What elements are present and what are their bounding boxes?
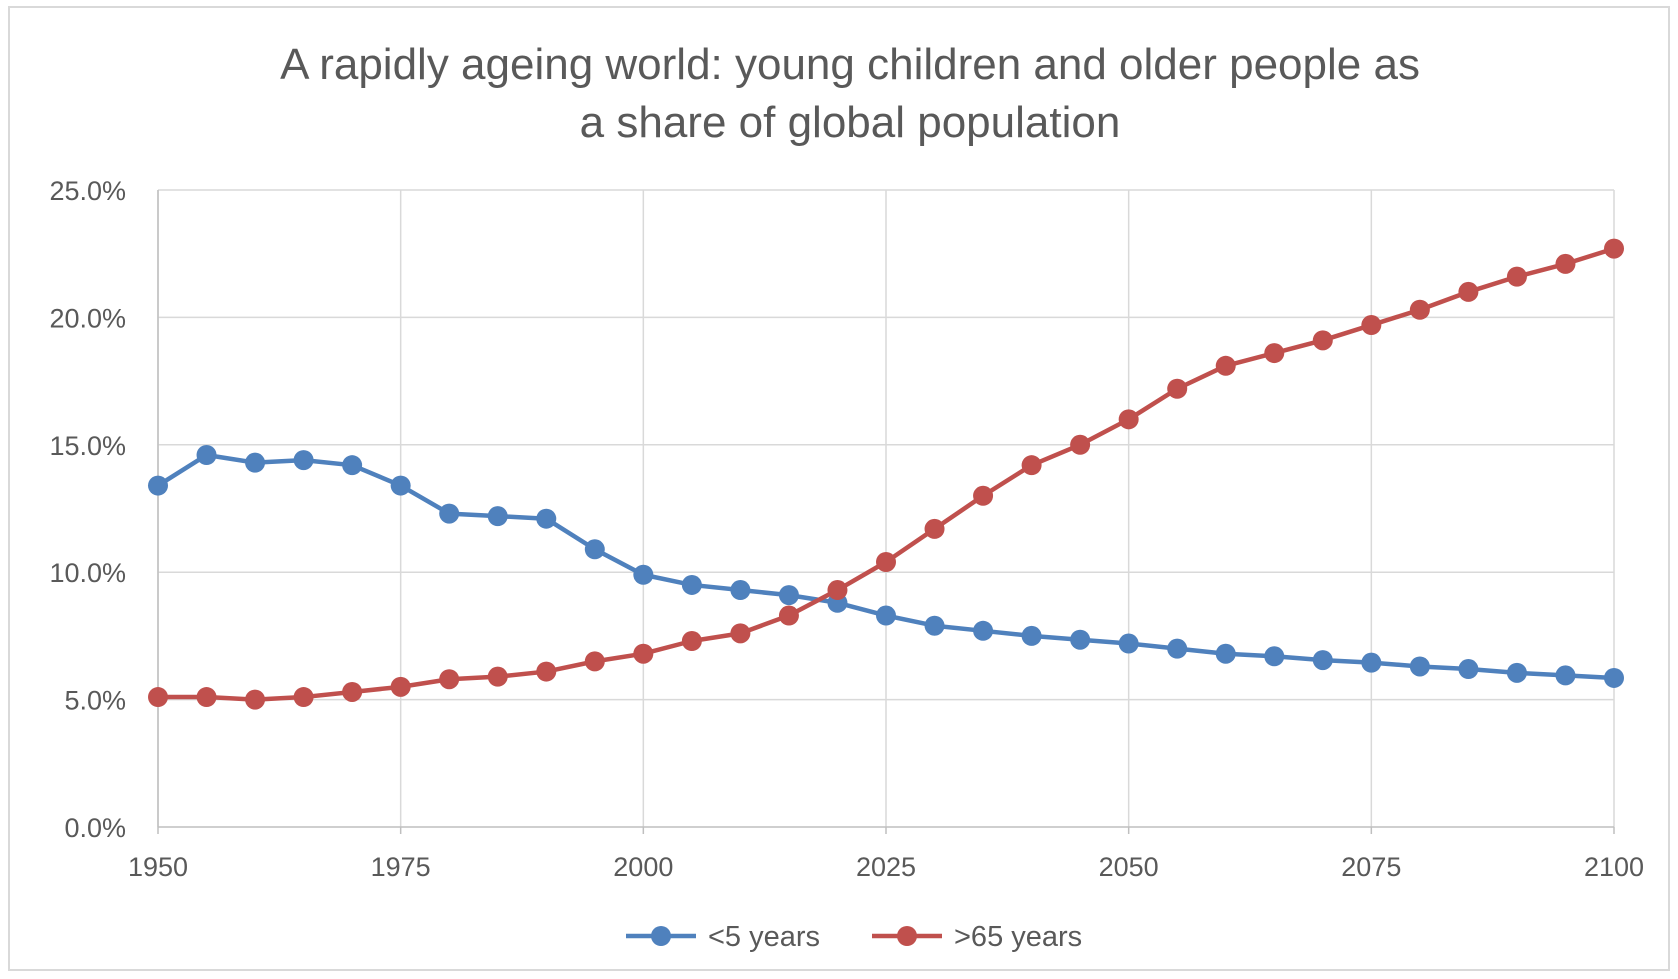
legend-label: >65 years <box>954 921 1082 953</box>
data-point-under-5 <box>924 615 945 636</box>
data-point-over-65 <box>1215 355 1236 376</box>
data-point-over-65 <box>876 552 896 573</box>
data-point-over-65 <box>536 661 557 682</box>
chart-title-line-1: A rapidly ageing world: young children a… <box>280 40 1420 89</box>
data-point-under-5 <box>1021 625 1042 646</box>
legend-swatch-marker <box>651 926 671 946</box>
data-point-over-65 <box>487 666 508 687</box>
data-point-under-5 <box>1604 667 1624 688</box>
data-point-over-65 <box>245 689 266 710</box>
x-tick-label: 2100 <box>1584 852 1644 882</box>
data-point-under-5 <box>148 475 168 496</box>
data-point-over-65 <box>293 687 314 708</box>
data-point-over-65 <box>1604 238 1624 259</box>
x-axis-tick-labels: 1950 1975 2000 2025 2050 2075 2100 <box>128 852 1644 882</box>
x-tick-label: 2025 <box>856 852 916 882</box>
data-point-over-65 <box>196 687 217 708</box>
legend-label: <5 years <box>708 921 820 953</box>
data-point-over-65 <box>1021 455 1042 476</box>
data-point-over-65 <box>730 623 751 644</box>
data-point-under-5 <box>778 585 799 606</box>
data-point-under-5 <box>196 444 217 465</box>
data-point-under-5 <box>390 475 411 496</box>
data-point-over-65 <box>439 669 460 690</box>
data-point-under-5 <box>1458 659 1479 680</box>
y-tick-label: 10.0% <box>49 558 126 588</box>
data-point-under-5 <box>584 539 605 560</box>
chart-frame <box>8 6 1670 971</box>
data-point-under-5 <box>342 455 363 476</box>
data-point-under-5 <box>293 450 314 471</box>
data-point-over-65 <box>827 580 848 601</box>
data-point-under-5 <box>536 508 557 529</box>
data-point-over-65 <box>1409 299 1430 320</box>
data-point-over-65 <box>973 485 994 506</box>
data-point-under-5 <box>1555 665 1576 686</box>
data-point-over-65 <box>584 651 605 672</box>
data-point-over-65 <box>342 681 363 702</box>
data-point-over-65 <box>1264 343 1285 364</box>
chart-title-line-2: a share of global population <box>579 98 1121 147</box>
gridlines <box>157 189 1615 827</box>
data-point-under-5 <box>1070 629 1091 650</box>
data-point-under-5 <box>1506 662 1527 683</box>
data-point-over-65 <box>681 630 702 651</box>
legend: <5 years >65 years <box>626 921 1082 953</box>
x-tick-label: 2075 <box>1341 852 1401 882</box>
series-over-65 <box>148 238 1624 710</box>
data-point-over-65 <box>1070 434 1091 455</box>
data-point-over-65 <box>778 605 799 626</box>
data-point-over-65 <box>633 643 654 664</box>
y-tick-label: 5.0% <box>64 686 126 716</box>
data-point-under-5 <box>1215 643 1236 664</box>
x-tick-label: 1975 <box>371 852 431 882</box>
data-point-over-65 <box>1118 409 1139 430</box>
x-tick-label: 2050 <box>1099 852 1159 882</box>
chart-title: A rapidly ageing world: young children a… <box>0 36 1678 152</box>
data-point-over-65 <box>1506 266 1527 287</box>
data-point-over-65 <box>1312 330 1333 351</box>
y-tick-label: 15.0% <box>49 431 126 461</box>
series <box>148 238 1624 710</box>
data-point-under-5 <box>487 506 508 527</box>
data-point-over-65 <box>1458 281 1479 302</box>
data-point-over-65 <box>924 518 945 539</box>
y-tick-label: 20.0% <box>49 303 126 333</box>
axes <box>157 190 1615 834</box>
data-point-under-5 <box>876 605 896 626</box>
data-point-under-5 <box>1409 656 1430 677</box>
data-point-under-5 <box>439 503 460 524</box>
data-point-under-5 <box>1312 650 1333 671</box>
legend-swatch-marker <box>897 926 917 946</box>
legend-item-over-65: >65 years <box>872 921 1082 953</box>
data-point-under-5 <box>633 564 654 585</box>
data-point-under-5 <box>973 620 994 641</box>
data-point-over-65 <box>148 687 168 708</box>
data-point-under-5 <box>681 574 702 595</box>
legend-item-under-5: <5 years <box>626 921 820 953</box>
y-tick-label: 0.0% <box>64 813 126 843</box>
data-point-over-65 <box>1361 315 1382 336</box>
x-tick-label: 2000 <box>613 852 673 882</box>
data-point-under-5 <box>1167 638 1188 659</box>
data-point-under-5 <box>1264 646 1285 667</box>
y-tick-label: 25.0% <box>49 176 126 206</box>
data-point-over-65 <box>390 676 411 697</box>
data-point-under-5 <box>1361 652 1382 673</box>
data-point-under-5 <box>245 452 266 473</box>
data-point-under-5 <box>1118 633 1139 654</box>
data-point-over-65 <box>1555 253 1576 274</box>
data-point-under-5 <box>730 580 751 601</box>
series-under-5 <box>148 444 1624 688</box>
data-point-over-65 <box>1167 378 1188 399</box>
y-axis-tick-labels: 0.0% 5.0% 10.0% 15.0% 20.0% 25.0% <box>49 176 126 843</box>
x-tick-label: 1950 <box>128 852 188 882</box>
